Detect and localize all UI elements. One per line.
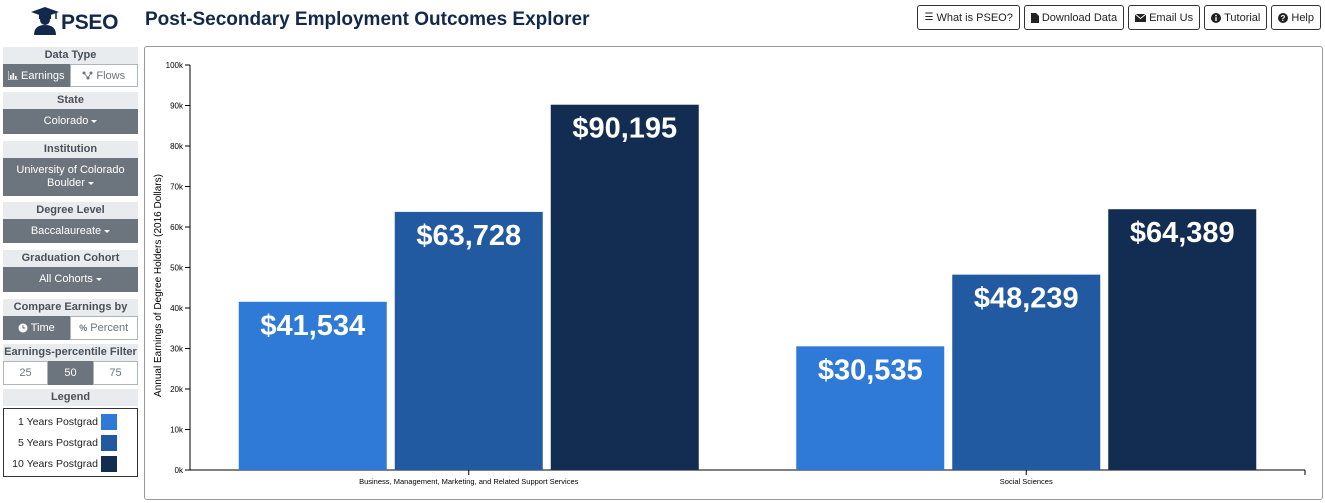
bar-value-label: $48,239 [974, 283, 1079, 315]
pseo-logo[interactable]: PSEO [30, 3, 118, 35]
degree-level-value: Baccalaureate [30, 224, 102, 237]
earnings-label: Earnings [21, 69, 65, 82]
bar [796, 346, 945, 470]
legend-swatch [101, 434, 117, 451]
y-tick-label: 70k [170, 183, 184, 192]
y-tick-label: 10k [170, 426, 184, 435]
flows-icon [82, 71, 93, 80]
percent-icon: % [79, 323, 88, 333]
tutorial-button[interactable]: Tutorial [1204, 5, 1268, 30]
bar-value-label: $41,534 [260, 310, 365, 342]
legend-item: 5 Years Postgrad [8, 432, 117, 453]
x-tick-label: Business, Management, Marketing, and Rel… [359, 477, 579, 486]
file-icon [1030, 12, 1039, 23]
svg-text:?: ? [1281, 14, 1286, 23]
graduation-cohort-value: All Cohorts [39, 273, 93, 285]
help-button[interactable]: ? Help [1271, 5, 1321, 30]
legend-swatch [101, 413, 117, 430]
data-type-earnings-button[interactable]: Earnings [3, 64, 70, 87]
state-value: Colorado [43, 115, 89, 127]
y-tick-label: 30k [170, 345, 184, 354]
caret-down-icon [95, 278, 102, 281]
institution-title: Institution [3, 141, 138, 158]
state-title: State [3, 92, 138, 109]
data-type-title: Data Type [3, 47, 138, 64]
bar [952, 274, 1101, 470]
bar-value-label: $64,389 [1130, 217, 1235, 249]
y-tick-label: 100k [166, 61, 184, 70]
y-tick-label: 50k [170, 264, 184, 273]
legend-swatch [101, 455, 117, 472]
logo-text: PSEO [61, 11, 119, 34]
percentile-50-button[interactable]: 50 [48, 361, 93, 385]
page-title: Post-Secondary Employment Outcomes Explo… [145, 9, 590, 30]
chart-panel: 0k 10k 20k 30k 40k 50k 60k 70k 80k 90k 100k Annual … [144, 46, 1323, 500]
compare-percent-button[interactable]: % Percent [69, 316, 138, 340]
bar [550, 104, 699, 470]
bar [1108, 209, 1257, 470]
graduation-cohort-dropdown[interactable]: All Cohorts [3, 267, 138, 292]
legend-item-label: 5 Years Postgrad [18, 436, 98, 449]
what-is-pseo-label: What is PSEO? [936, 11, 1013, 24]
bar-chart-icon [8, 71, 19, 80]
caret-down-icon [91, 120, 98, 123]
caret-down-icon [104, 229, 111, 233]
y-tick-label: 60k [170, 223, 184, 232]
state-dropdown[interactable]: Colorado [3, 109, 138, 134]
y-tick-label: 0k [175, 466, 184, 475]
envelope-icon [1135, 13, 1147, 22]
bar-value-label: $30,535 [818, 354, 923, 386]
legend-item: 10 Years Postgrad [8, 453, 117, 474]
legend-item-label: 10 Years Postgrad [12, 457, 98, 470]
compare-time-button[interactable]: Time [3, 316, 70, 340]
y-tick-label: 20k [170, 385, 184, 394]
degree-level-dropdown[interactable]: Baccalaureate [3, 219, 138, 243]
question-circle-icon: ? [1278, 12, 1289, 23]
compare-time-label: Time [30, 322, 55, 334]
info-circle-icon [1211, 12, 1222, 23]
top-toolbar: ☰ What is PSEO? Download Data Email Us T… [917, 5, 1321, 30]
legend-item-label: 1 Years Postgrad [18, 415, 98, 428]
clock-icon [18, 323, 28, 333]
legend-item: 1 Years Postgrad [8, 411, 117, 432]
percentile-25-button[interactable]: 25 [3, 361, 48, 385]
email-us-button[interactable]: Email Us [1128, 5, 1201, 30]
y-tick-label: 80k [170, 142, 184, 151]
flows-label: Flows [96, 69, 126, 82]
earnings-bar-chart: 0k 10k 20k 30k 40k 50k 60k 70k 80k 90k 100k Annual … [153, 61, 1306, 486]
legend-title: Legend [3, 389, 138, 406]
bar [394, 211, 543, 470]
bar [238, 301, 387, 470]
compare-earnings-title: Compare Earnings by [3, 299, 138, 316]
graduate-icon [31, 7, 59, 35]
percentile-filter-title: Earnings-percentile Filter [3, 344, 138, 361]
legend: 1 Years Postgrad 5 Years Postgrad 10 Yea… [3, 408, 138, 477]
institution-dropdown[interactable]: University of Colorado Boulder [3, 158, 138, 196]
sidebar: Data Type Earnings Flows State Colorado … [3, 47, 138, 477]
institution-value-line1: University of Colorado [16, 164, 125, 176]
what-is-pseo-button[interactable]: ☰ What is PSEO? [917, 5, 1020, 30]
caret-down-icon [87, 181, 94, 185]
institution-value-line2: Boulder [47, 177, 85, 189]
help-label: Help [1291, 11, 1314, 24]
degree-level-title: Degree Level [3, 202, 138, 219]
y-axis-label: Annual Earnings of Degree Holders (2016 … [153, 174, 164, 397]
download-data-label: Download Data [1041, 11, 1118, 24]
bar-value-label: $63,728 [416, 220, 521, 252]
download-data-button[interactable]: Download Data [1023, 5, 1125, 30]
percentile-75-button[interactable]: 75 [93, 361, 138, 385]
y-tick-label: 40k [170, 304, 184, 313]
graduation-cohort-title: Graduation Cohort [3, 250, 138, 267]
compare-percent-label: Percent [90, 322, 129, 334]
tutorial-label: Tutorial [1224, 11, 1261, 24]
y-tick-label: 90k [170, 102, 184, 111]
bar-value-label: $90,195 [572, 113, 677, 145]
x-tick-label: Social Sciences [1000, 477, 1053, 486]
email-us-label: Email Us [1149, 11, 1194, 24]
data-type-flows-button[interactable]: Flows [69, 64, 138, 87]
list-icon: ☰ [924, 12, 934, 23]
